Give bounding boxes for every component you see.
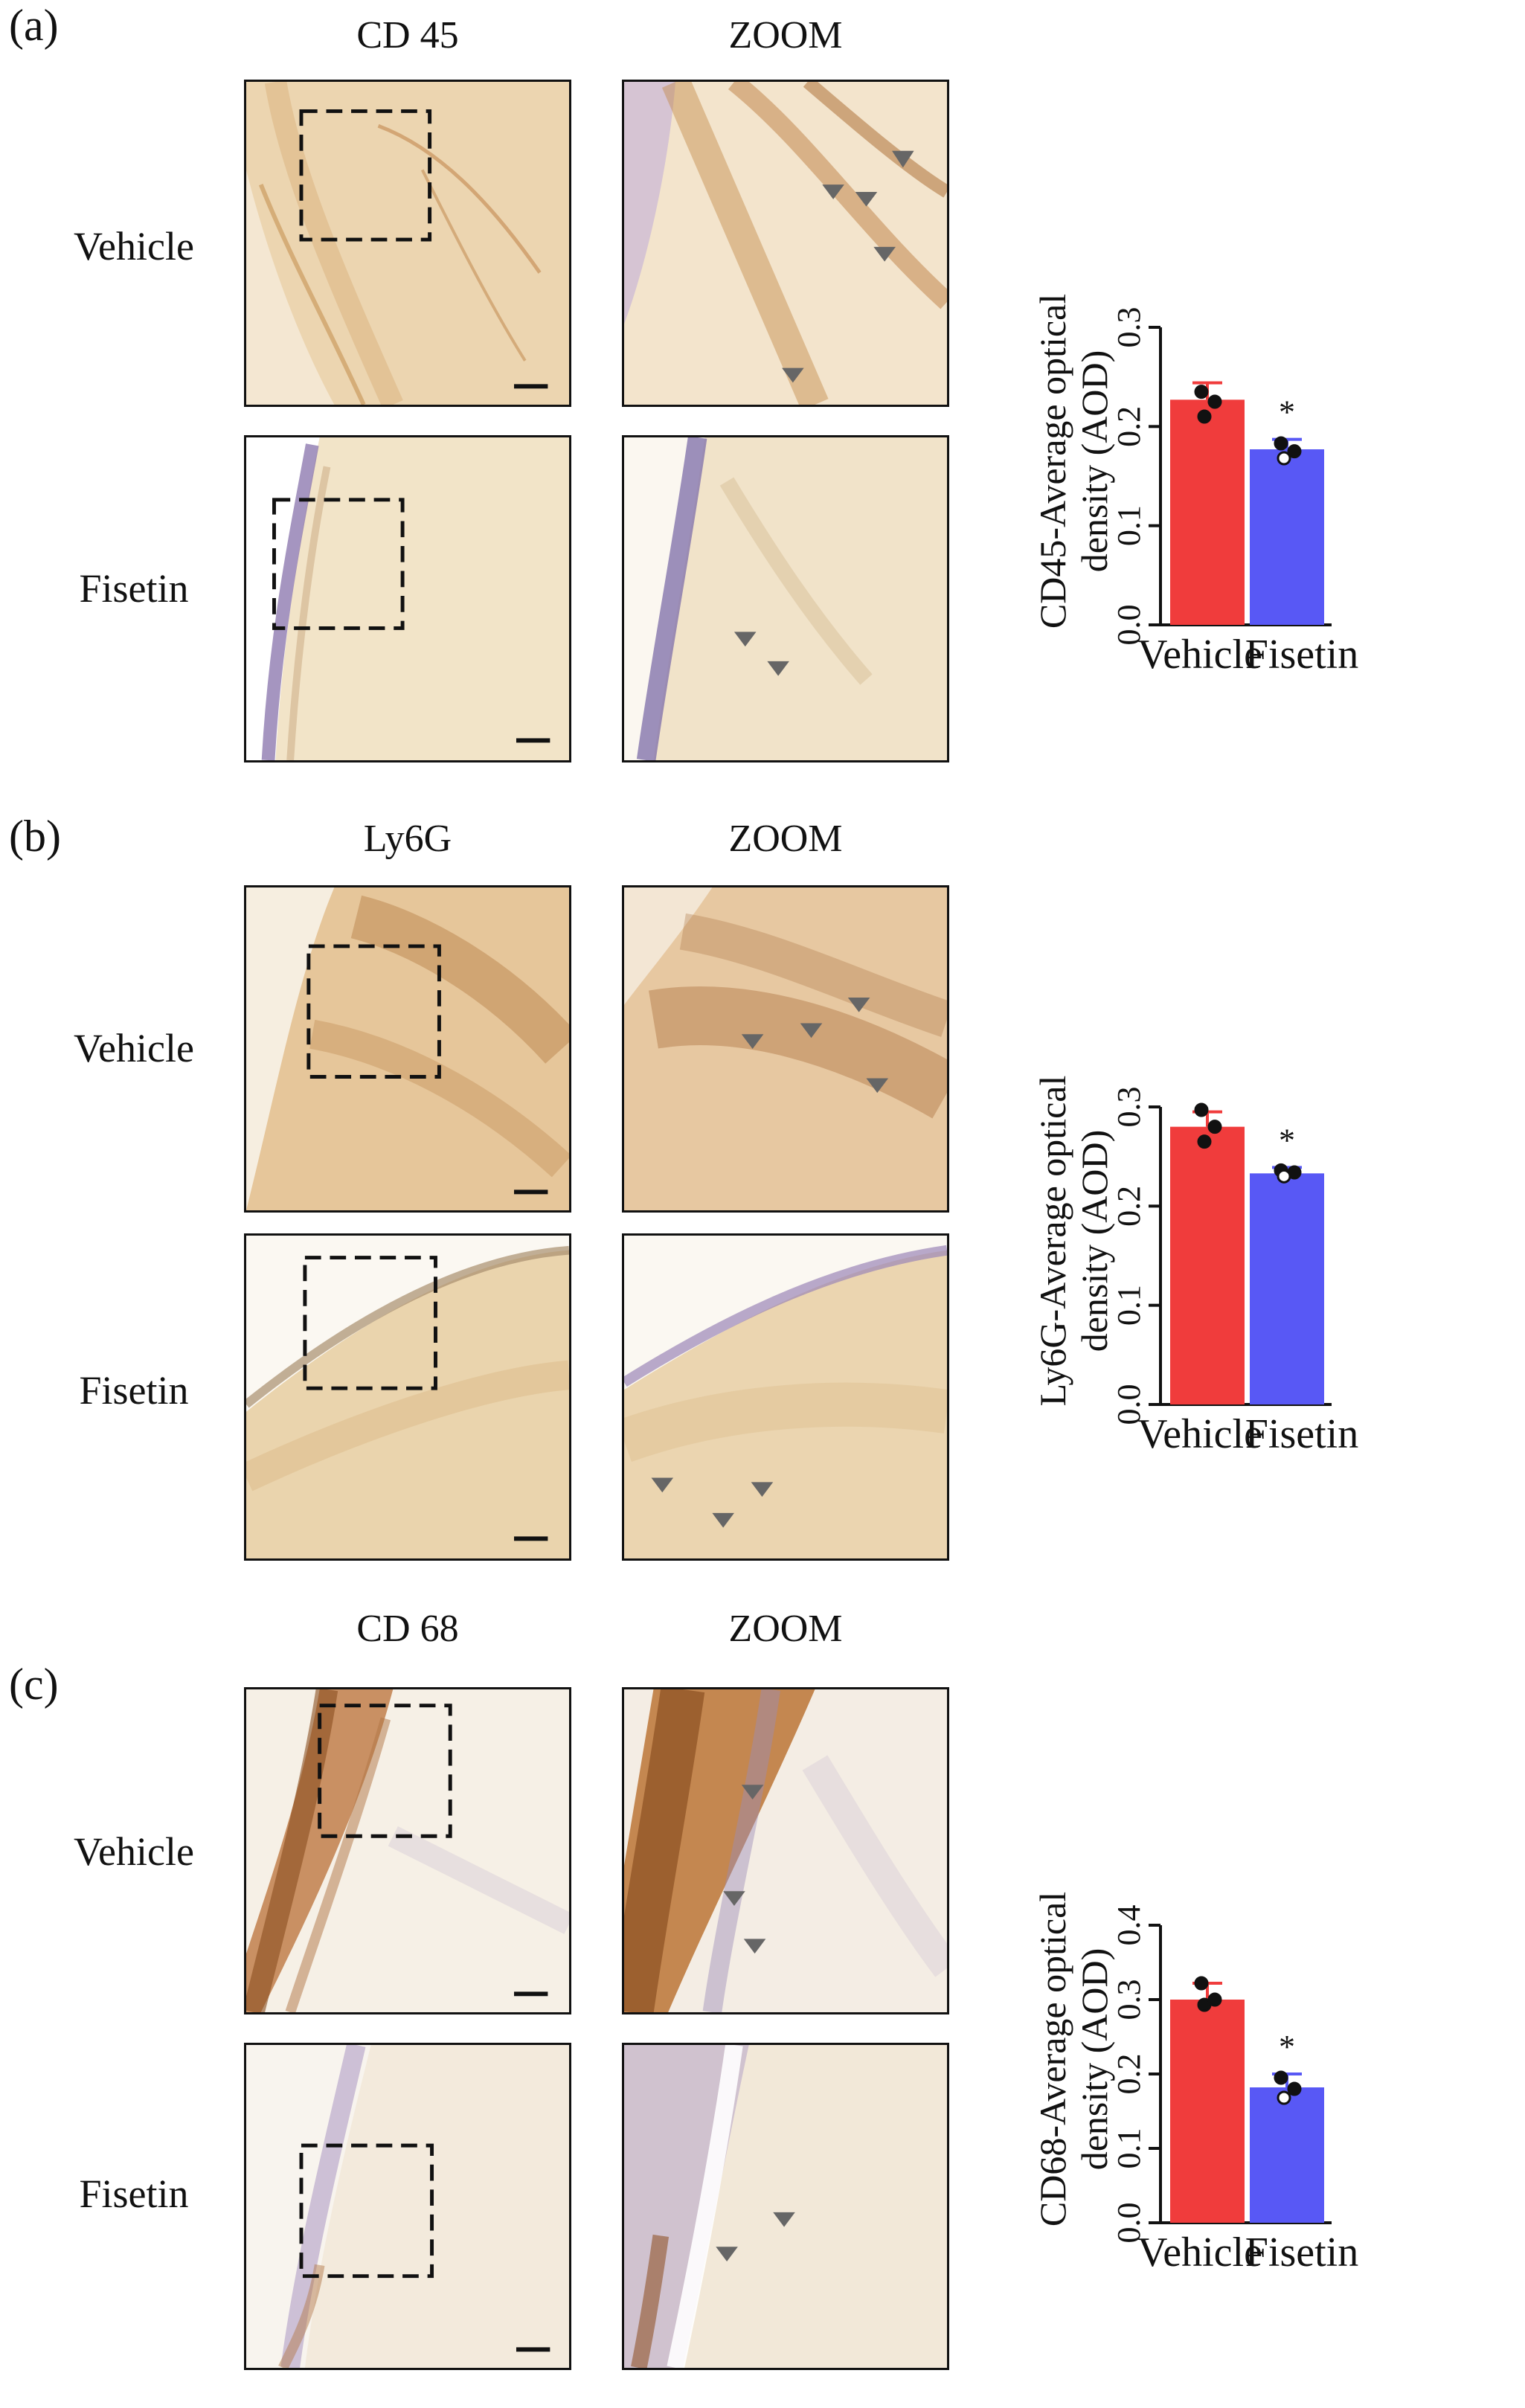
panel-a: (a) CD 45 ZOOM Vehicle Fisetin bbox=[0, 0, 1525, 796]
data-point bbox=[1194, 385, 1209, 399]
bar-chart-cd45: 0.0 0.1 0.2 0.3 CD45-Average optical density … bbox=[1019, 223, 1525, 699]
data-point bbox=[1194, 1976, 1209, 1991]
significance-marker: * bbox=[1279, 394, 1295, 431]
y-tick-label: 0.1 bbox=[1111, 505, 1147, 546]
row-label-vehicle: Vehicle bbox=[74, 1026, 194, 1070]
y-axis-title-line1: CD68-Average optical bbox=[1032, 1892, 1073, 2226]
y-axis-title-line2: density (AOD) bbox=[1073, 1948, 1115, 2171]
y-tick-label: 0.0 bbox=[1111, 1384, 1147, 1425]
panel-b: (b) Ly6G ZOOM Vehicle Fisetin bbox=[0, 802, 1525, 1598]
category-label: Fisetin bbox=[1245, 2229, 1358, 2276]
y-tick-label: 0.2 bbox=[1111, 2054, 1147, 2095]
bar-vehicle bbox=[1170, 2000, 1245, 2223]
data-point bbox=[1197, 1997, 1212, 2012]
row-label-fisetin: Fisetin bbox=[79, 2171, 189, 2216]
stain-title: CD 68 bbox=[356, 1608, 459, 1650]
data-point bbox=[1287, 2081, 1302, 2096]
bar-fisetin bbox=[1250, 449, 1324, 625]
micrograph-vehicle-overview bbox=[244, 80, 571, 407]
micrograph-fisetin-overview bbox=[244, 435, 571, 762]
micrograph-vehicle-overview bbox=[244, 885, 571, 1213]
zoom-title: ZOOM bbox=[728, 1608, 843, 1650]
y-axis-title-line2: density (AOD) bbox=[1073, 350, 1115, 573]
row-label-fisetin: Fisetin bbox=[79, 1368, 189, 1413]
data-point bbox=[1197, 409, 1212, 424]
panel-label: (a) bbox=[9, 1, 59, 50]
row-label-fisetin: Fisetin bbox=[79, 566, 189, 611]
y-tick-label: 0.1 bbox=[1111, 1285, 1147, 1326]
stain-title: CD 45 bbox=[356, 14, 459, 57]
y-tick-label: 0.4 bbox=[1111, 1905, 1147, 1946]
panel-label: (b) bbox=[9, 812, 61, 861]
category-label: Fisetin bbox=[1245, 632, 1358, 678]
significance-marker: * bbox=[1279, 2029, 1295, 2065]
micrograph-fisetin-zoom bbox=[622, 2043, 949, 2370]
category-label: Vehicle bbox=[1137, 1411, 1262, 1457]
bar-fisetin bbox=[1250, 2087, 1324, 2223]
row-label-vehicle: Vehicle bbox=[74, 1829, 194, 1874]
y-tick-label: 0.3 bbox=[1111, 307, 1147, 348]
micrograph-fisetin-zoom bbox=[622, 1233, 949, 1561]
significance-marker: * bbox=[1279, 1122, 1295, 1158]
data-point bbox=[1274, 2070, 1288, 2085]
bar-vehicle bbox=[1170, 1126, 1245, 1404]
data-point bbox=[1274, 436, 1288, 451]
category-label: Vehicle bbox=[1137, 2229, 1262, 2276]
bar-vehicle bbox=[1170, 399, 1245, 625]
micrograph-vehicle-zoom bbox=[622, 1687, 949, 2014]
panel-c: (c) CD 68 ZOOM Vehicle Fisetin bbox=[0, 1605, 1525, 2401]
micrograph-vehicle-overview bbox=[244, 1687, 571, 2014]
y-tick-label: 0.1 bbox=[1111, 2128, 1147, 2169]
data-point bbox=[1277, 2090, 1291, 2105]
zoom-title: ZOOM bbox=[728, 818, 843, 860]
y-axis-title-line1: Ly6G-Average optical bbox=[1032, 1076, 1073, 1407]
data-point bbox=[1207, 394, 1222, 409]
y-tick-label: 0.2 bbox=[1111, 406, 1147, 447]
data-point bbox=[1194, 1102, 1209, 1117]
bar-chart-ly6g: 0.0 0.1 0.2 0.3 Ly6G-Average optical density … bbox=[1019, 1003, 1525, 1479]
data-point bbox=[1197, 1134, 1212, 1149]
y-axis-title-line1: CD45-Average optical bbox=[1032, 294, 1073, 629]
bar-fisetin bbox=[1250, 1173, 1324, 1404]
category-label: Vehicle bbox=[1137, 632, 1262, 678]
y-tick-label: 0.0 bbox=[1111, 2203, 1147, 2244]
panel-label: (c) bbox=[9, 1660, 59, 1709]
category-label: Fisetin bbox=[1245, 1411, 1358, 1457]
row-label-vehicle: Vehicle bbox=[74, 224, 194, 269]
micrograph-vehicle-zoom bbox=[622, 80, 949, 407]
data-point bbox=[1277, 451, 1291, 466]
micrograph-fisetin-overview bbox=[244, 2043, 571, 2370]
stain-title: Ly6G bbox=[363, 818, 452, 860]
data-point bbox=[1207, 1120, 1222, 1134]
y-tick-label: 0.2 bbox=[1111, 1186, 1147, 1227]
y-tick-label: 0.3 bbox=[1111, 1980, 1147, 2020]
micrograph-fisetin-zoom bbox=[622, 435, 949, 762]
zoom-title: ZOOM bbox=[728, 14, 843, 57]
y-tick-label: 0.0 bbox=[1111, 605, 1147, 646]
micrograph-fisetin-overview bbox=[244, 1233, 571, 1561]
bar-chart-cd68: 0.0 0.1 0.2 0.3 0.4 CD68-Average optical densi… bbox=[1019, 1821, 1525, 2297]
micrograph-vehicle-zoom bbox=[622, 885, 949, 1213]
data-point bbox=[1287, 444, 1302, 459]
y-tick-label: 0.3 bbox=[1111, 1087, 1147, 1128]
y-axis-title-line2: density (AOD) bbox=[1073, 1130, 1115, 1352]
data-point bbox=[1277, 1169, 1291, 1184]
